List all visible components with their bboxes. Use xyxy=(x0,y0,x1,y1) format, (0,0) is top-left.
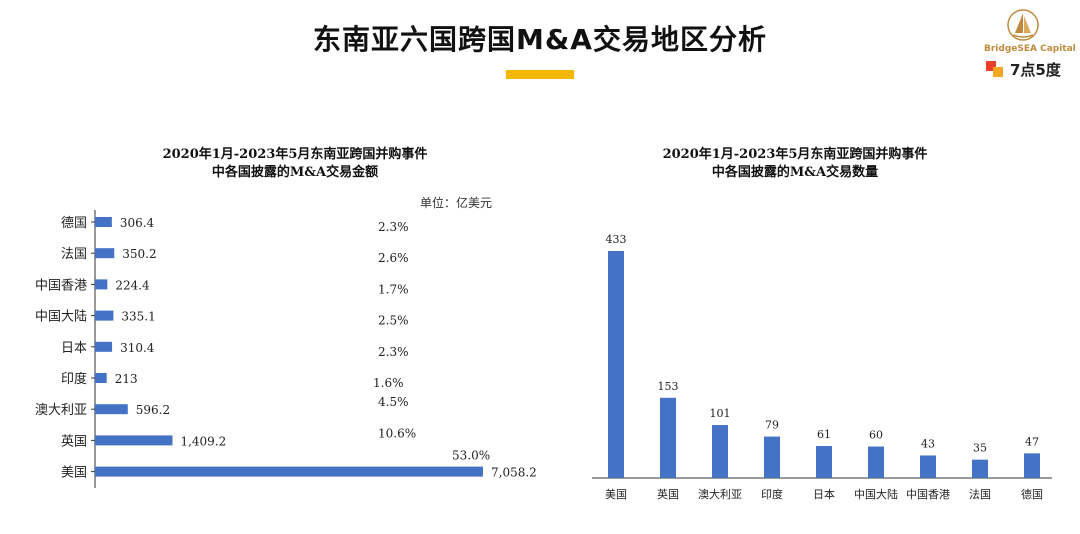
value-label: 596.2 xyxy=(136,403,170,417)
value-label: 224.4 xyxy=(115,278,150,292)
value-label: 43 xyxy=(921,437,935,450)
category-label: 德国 xyxy=(1021,487,1043,501)
percent-label: 2.3% xyxy=(378,345,409,359)
category-label: 法国 xyxy=(61,247,87,262)
value-label: 79 xyxy=(765,419,779,432)
value-label: 213 xyxy=(115,372,138,386)
brand-squares-icon xyxy=(986,61,1003,77)
left-chart-title-line1: 2020年1月-2023年5月东南亚跨国并购事件 xyxy=(162,147,428,162)
category-label: 日本 xyxy=(813,487,835,501)
bar-美国 xyxy=(608,251,624,478)
right-chart-title: 2020年1月-2023年5月东南亚跨国并购事件 中各国披露的M&A交易数量 xyxy=(600,146,990,182)
bridgesea-logo: BridgeSEA Capital xyxy=(984,8,1076,80)
left-chart-title: 2020年1月-2023年5月东南亚跨国并购事件 中各国披露的M&A交易金额 xyxy=(100,146,490,182)
deal-count-bar-chart: 433 美国 153 英国 101 澳大利亚 79 印度 61 日本 60 中国大陆 43 中国香港 35 法… xyxy=(592,233,1052,501)
value-label: 310.4 xyxy=(120,341,155,355)
bar-中国香港 xyxy=(95,279,108,290)
percent-label: 2.3% xyxy=(378,220,409,234)
value-label: 335.1 xyxy=(121,310,155,324)
bar-日本 xyxy=(816,446,832,478)
category-label: 中国香港 xyxy=(35,278,87,293)
value-label: 60 xyxy=(869,429,883,442)
category-label: 中国大陆 xyxy=(854,487,898,501)
bar-英国 xyxy=(660,397,676,478)
percent-label: 1.7% xyxy=(378,282,409,296)
category-label: 美国 xyxy=(605,488,627,501)
category-label: 英国 xyxy=(657,487,679,501)
value-label: 35 xyxy=(973,442,987,455)
left-chart-unit-label: 单位：亿美元 xyxy=(420,196,493,210)
percent-label: 1.6% xyxy=(373,376,404,390)
right-chart-title-line2: 中各国披露的M&A交易数量 xyxy=(711,165,879,180)
bar-德国 xyxy=(95,217,112,227)
right-chart-title-line1: 2020年1月-2023年5月东南亚跨国并购事件 xyxy=(662,147,928,162)
percent-label: 2.6% xyxy=(378,251,409,265)
percent-label: 4.5% xyxy=(378,395,409,409)
bar-法国 xyxy=(95,248,115,259)
category-label: 德国 xyxy=(61,216,87,231)
category-label: 中国香港 xyxy=(906,488,950,501)
bar-德国 xyxy=(1024,453,1040,478)
logo-text: BridgeSEA Capital xyxy=(984,44,1076,54)
bar-印度 xyxy=(764,436,780,478)
brand-7-5-degree: 7点5度 xyxy=(986,58,1061,80)
category-label: 法国 xyxy=(969,487,991,501)
category-label: 中国大陆 xyxy=(35,309,87,325)
deal-value-bar-chart: 德国 306.4 2.3% 法国 350.2 2.6% 中国香港 224.4 1.7% 中国大陆 3… xyxy=(35,210,537,488)
bar-日本 xyxy=(95,341,113,352)
value-label: 306.4 xyxy=(120,216,155,230)
category-label: 印度 xyxy=(761,487,783,501)
bar-澳大利亚 xyxy=(95,404,128,415)
value-label: 101 xyxy=(710,407,731,420)
bar-中国大陆 xyxy=(95,310,114,321)
value-label: 153 xyxy=(658,380,679,393)
percent-label: 2.5% xyxy=(378,314,409,328)
page-title: 东南亚六国跨国M&A交易地区分析 xyxy=(313,23,767,56)
category-label: 澳大利亚 xyxy=(35,402,87,418)
value-label: 7,058.2 xyxy=(491,466,537,480)
bar-印度 xyxy=(95,373,107,383)
value-label: 61 xyxy=(817,428,831,441)
value-label: 1,409.2 xyxy=(180,434,226,448)
category-label: 印度 xyxy=(61,371,87,387)
bar-美国 xyxy=(95,466,483,477)
percent-label: 10.6% xyxy=(378,426,416,440)
bar-澳大利亚 xyxy=(712,425,728,478)
sailboat-logo-icon xyxy=(1007,9,1039,41)
bar-中国大陆 xyxy=(868,446,884,478)
brand2-text: 7点5度 xyxy=(1010,60,1061,79)
category-label: 美国 xyxy=(61,466,87,481)
value-label: 47 xyxy=(1025,435,1039,448)
bar-中国香港 xyxy=(920,455,936,478)
percent-label: 53.0% xyxy=(452,449,490,463)
title-accent-bar xyxy=(506,70,574,79)
category-label: 英国 xyxy=(61,434,87,449)
bar-英国 xyxy=(95,435,173,446)
left-chart-title-line2: 中各国披露的M&A交易金额 xyxy=(211,165,379,180)
category-label: 日本 xyxy=(61,341,87,356)
value-label: 433 xyxy=(606,233,627,246)
value-label: 350.2 xyxy=(122,247,156,261)
category-label: 澳大利亚 xyxy=(698,487,742,501)
bar-法国 xyxy=(972,459,988,478)
